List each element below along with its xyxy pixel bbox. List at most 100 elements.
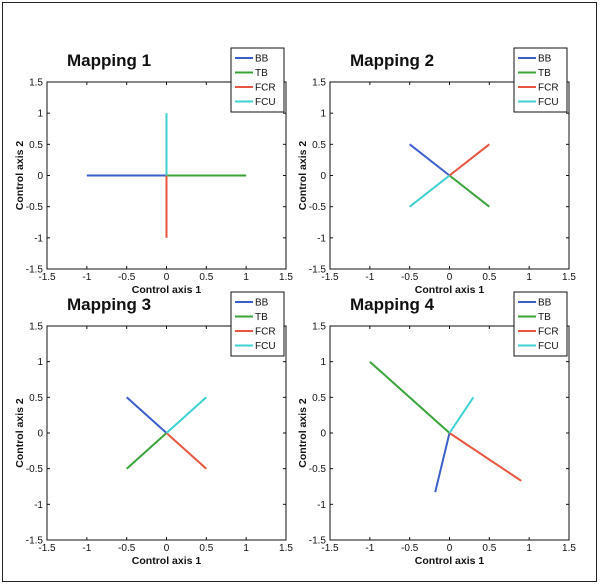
x-tick-label: 1.5: [562, 543, 576, 554]
chart-title: Mapping 4: [350, 295, 435, 314]
chart-panel-4: -1.5 -1 -0.5 0 0.5 1 1.5 -1.5 -1 -0.5 0 0.5 1 1.5 Cont…: [297, 291, 576, 567]
series-line-bb: [434, 432, 451, 493]
y-tick-label: 0: [320, 171, 326, 182]
legend: BB TB FCR FCU: [513, 47, 568, 113]
series-line-fcu: [409, 174, 451, 208]
x-tick-label: 0.5: [482, 543, 496, 554]
x-tick-label: -0.5: [118, 543, 136, 554]
x-tick-label: 1.5: [562, 272, 576, 283]
y-tick-label: 1.5: [312, 322, 326, 333]
x-tick-label: 0: [447, 543, 453, 554]
x-tick-label: -1.5: [38, 272, 56, 283]
chart-panel-2: -1.5 -1 -0.5 0 0.5 1 1.5 -1.5 -1 -0.5 0 0.5 1 1.5 Cont…: [297, 47, 576, 296]
chart-panel-3: -1.5 -1 -0.5 0 0.5 1 1.5 -1.5 -1 -0.5 0 0.5 1 1.5 Cont…: [14, 291, 293, 567]
x-tick-label: -1: [365, 272, 374, 283]
y-tick-label: 1.5: [29, 322, 43, 333]
x-tick-label: 0: [447, 272, 453, 283]
x-tick-label: 1.5: [279, 272, 293, 283]
series-line-bb: [409, 143, 451, 177]
x-tick-label: 0: [164, 543, 170, 554]
y-tick-label: 1: [320, 109, 326, 120]
legend-label-fcr: FCR: [255, 83, 276, 94]
y-tick-label: -1.5: [26, 536, 44, 547]
y-tick-label: 1.5: [29, 78, 43, 89]
x-tick-label: 1: [243, 272, 249, 283]
legend: BB TB FCR FCU: [513, 291, 568, 357]
legend-label-tb: TB: [538, 68, 551, 79]
series-line-tb: [448, 174, 490, 208]
y-tick-label: -0.5: [309, 464, 327, 475]
series-line-fcr: [165, 432, 207, 470]
y-tick-label: 1: [37, 357, 43, 368]
x-tick-label: -1: [82, 543, 91, 554]
x-axis-label: Control axis 1: [415, 555, 485, 567]
x-tick-label: -1.5: [38, 543, 56, 554]
series-line-fcu: [448, 396, 475, 434]
x-tick-label: -1: [365, 543, 374, 554]
y-tick-label: 0.5: [29, 140, 43, 151]
y-tick-label: -1: [317, 500, 326, 511]
y-tick-label: -1.5: [26, 265, 44, 276]
legend: BB TB FCR FCU: [230, 291, 285, 357]
series-line-bb: [126, 396, 168, 434]
figure-frame: -1.5 -1 -0.5 0 0.5 1 1.5 -1.5 -1 -0.5 0 0.5 1 1.5 Cont…: [2, 2, 597, 582]
y-tick-label: -0.5: [309, 202, 327, 213]
series-line-fcu: [165, 396, 207, 434]
legend-label-fcu: FCU: [255, 97, 276, 108]
y-tick-label: 0: [37, 171, 43, 182]
y-tick-label: -1: [317, 233, 326, 244]
legend-label-fcr: FCR: [538, 83, 559, 94]
y-axis-label: Control axis 2: [14, 398, 26, 468]
y-tick-label: 0.5: [29, 393, 43, 404]
x-tick-label: 1: [526, 272, 532, 283]
y-tick-label: -0.5: [26, 464, 44, 475]
y-tick-label: 0: [320, 429, 326, 440]
x-tick-label: -0.5: [401, 272, 419, 283]
series-line-fcr: [448, 143, 490, 177]
x-tick-label: -1: [82, 272, 91, 283]
chart-title: Mapping 3: [67, 295, 151, 314]
legend-label-fcr: FCR: [255, 327, 276, 338]
y-tick-label: -1: [34, 233, 43, 244]
x-tick-label: -0.5: [118, 272, 136, 283]
series-line-fcr: [448, 432, 522, 482]
chart-grid: -1.5 -1 -0.5 0 0.5 1 1.5 -1.5 -1 -0.5 0 0.5 1 1.5 Cont…: [14, 47, 576, 567]
legend-label-tb: TB: [255, 312, 268, 323]
x-axis-label: Control axis 1: [132, 555, 202, 567]
y-tick-label: -1.5: [309, 265, 327, 276]
y-axis-label: Control axis 2: [297, 398, 309, 468]
y-axis-label: Control axis 2: [297, 141, 309, 211]
y-tick-label: 1: [37, 109, 43, 120]
y-axis-label: Control axis 2: [14, 141, 26, 211]
x-tick-label: 1: [243, 543, 249, 554]
legend-label-tb: TB: [255, 68, 268, 79]
x-tick-label: -1.5: [321, 272, 339, 283]
legend-label-fcu: FCU: [538, 341, 559, 352]
chart-panel-1: -1.5 -1 -0.5 0 0.5 1 1.5 -1.5 -1 -0.5 0 0.5 1 1.5 Cont…: [14, 47, 293, 296]
legend-label-bb: BB: [538, 54, 552, 65]
legend-label-fcu: FCU: [538, 97, 559, 108]
x-tick-label: 0.5: [199, 543, 213, 554]
x-tick-label: 1: [526, 543, 532, 554]
y-tick-label: 0: [37, 429, 43, 440]
y-tick-label: 1.5: [312, 78, 326, 89]
legend-label-bb: BB: [255, 54, 269, 65]
legend-label-fcu: FCU: [255, 341, 276, 352]
legend-label-bb: BB: [538, 298, 552, 309]
x-tick-label: 0: [164, 272, 170, 283]
series-line-tb: [126, 432, 168, 470]
series-line-tb: [369, 360, 451, 434]
x-tick-label: 1.5: [279, 543, 293, 554]
y-tick-label: 0.5: [312, 393, 326, 404]
y-tick-label: -1.5: [309, 536, 327, 547]
x-tick-label: -0.5: [401, 543, 419, 554]
x-tick-label: 0.5: [482, 272, 496, 283]
y-tick-label: -0.5: [26, 202, 44, 213]
chart-title: Mapping 2: [350, 51, 434, 70]
y-tick-label: -1: [34, 500, 43, 511]
legend-label-fcr: FCR: [538, 327, 559, 338]
x-axis-label: Control axis 1: [132, 284, 202, 296]
chart-title: Mapping 1: [67, 51, 151, 70]
y-tick-label: 1: [320, 357, 326, 368]
y-tick-label: 0.5: [312, 140, 326, 151]
